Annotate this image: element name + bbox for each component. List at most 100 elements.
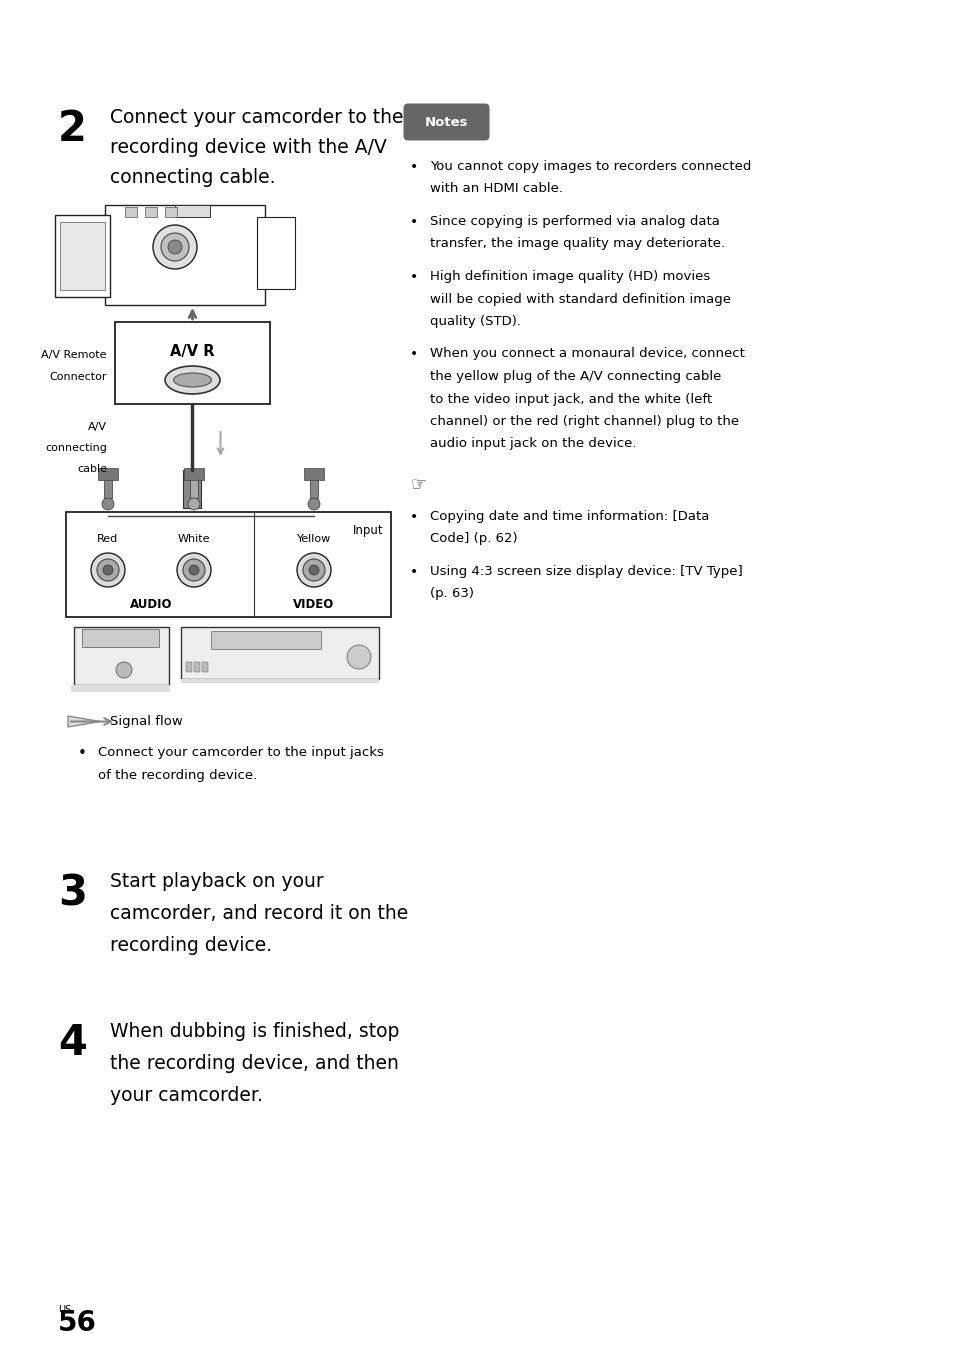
Text: audio input jack on the device.: audio input jack on the device.	[430, 437, 636, 451]
Bar	[125, 208, 137, 217]
Text: When dubbing is finished, stop: When dubbing is finished, stop	[110, 1022, 399, 1041]
Bar	[190, 470, 198, 498]
Bar	[115, 322, 270, 404]
Bar	[211, 631, 320, 649]
Bar	[98, 468, 118, 480]
Text: connecting cable.: connecting cable.	[110, 168, 275, 187]
Text: Notes: Notes	[424, 115, 468, 129]
Text: Input: Input	[352, 524, 382, 537]
Text: •: •	[410, 510, 417, 524]
Text: Copying date and time information: [Data: Copying date and time information: [Data	[430, 510, 709, 522]
Text: •: •	[410, 214, 417, 229]
Circle shape	[168, 240, 182, 254]
Text: Signal flow: Signal flow	[110, 715, 183, 727]
Text: recording device.: recording device.	[110, 936, 272, 955]
Ellipse shape	[165, 366, 220, 394]
Circle shape	[296, 554, 331, 588]
Text: cable: cable	[77, 464, 107, 474]
Bar	[66, 512, 391, 617]
Text: recording device with the A/V: recording device with the A/V	[110, 138, 387, 157]
Text: 2: 2	[58, 109, 87, 151]
Text: High definition image quality (HD) movies: High definition image quality (HD) movie…	[430, 270, 709, 284]
FancyBboxPatch shape	[403, 103, 489, 141]
Text: will be copied with standard definition image: will be copied with standard definition …	[430, 293, 730, 305]
Ellipse shape	[173, 373, 212, 387]
Bar	[186, 662, 192, 672]
Text: connecting: connecting	[45, 442, 107, 453]
Text: of the recording device.: of the recording device.	[98, 769, 257, 783]
Text: 4: 4	[58, 1022, 87, 1064]
Text: 3: 3	[58, 873, 87, 915]
Circle shape	[309, 565, 318, 575]
Text: 56: 56	[58, 1310, 97, 1337]
Text: Using 4:3 screen size display device: [TV Type]: Using 4:3 screen size display device: [T…	[430, 565, 742, 578]
Text: Connect your camcorder to the input jacks: Connect your camcorder to the input jack…	[98, 746, 383, 759]
Text: White: White	[177, 535, 210, 544]
Text: You cannot copy images to recorders connected: You cannot copy images to recorders conn…	[430, 160, 751, 172]
Text: A/V: A/V	[88, 422, 107, 432]
Circle shape	[102, 498, 113, 510]
Text: •: •	[410, 565, 417, 579]
Text: with an HDMI cable.: with an HDMI cable.	[430, 182, 562, 195]
Text: VIDEO: VIDEO	[294, 598, 335, 611]
Text: camcorder, and record it on the: camcorder, and record it on the	[110, 904, 408, 923]
Circle shape	[189, 565, 199, 575]
Bar	[82, 630, 159, 647]
Bar	[60, 223, 105, 290]
Text: A/V Remote: A/V Remote	[42, 350, 107, 360]
Text: transfer, the image quality may deteriorate.: transfer, the image quality may deterior…	[430, 237, 724, 251]
Circle shape	[152, 225, 196, 269]
Circle shape	[177, 554, 211, 588]
Text: the recording device, and then: the recording device, and then	[110, 1054, 398, 1073]
Text: •: •	[410, 347, 417, 361]
Circle shape	[91, 554, 125, 588]
Bar	[181, 627, 378, 678]
Bar	[105, 205, 265, 305]
Bar	[181, 678, 378, 683]
Bar	[104, 470, 112, 498]
Text: Red: Red	[97, 535, 118, 544]
Text: AUDIO: AUDIO	[130, 598, 172, 611]
Text: •: •	[410, 270, 417, 284]
Text: US: US	[58, 1305, 71, 1315]
Text: the yellow plug of the A/V connecting cable: the yellow plug of the A/V connecting ca…	[430, 370, 720, 383]
Text: Yellow: Yellow	[296, 535, 331, 544]
Bar	[183, 470, 201, 508]
Text: When you connect a monaural device, connect: When you connect a monaural device, conn…	[430, 347, 744, 361]
Bar	[74, 627, 169, 685]
Bar	[174, 205, 210, 217]
Bar	[202, 662, 208, 672]
Text: A/V R: A/V R	[170, 345, 214, 360]
Text: •: •	[410, 160, 417, 174]
Bar	[193, 662, 200, 672]
Bar	[184, 468, 204, 480]
Text: quality (STD).: quality (STD).	[430, 315, 520, 328]
Text: Connect your camcorder to the: Connect your camcorder to the	[110, 109, 403, 128]
Circle shape	[188, 498, 200, 510]
Bar	[145, 208, 157, 217]
Polygon shape	[68, 716, 100, 727]
Text: ☞: ☞	[410, 475, 426, 493]
Text: channel) or the red (right channel) plug to the: channel) or the red (right channel) plug…	[430, 415, 739, 427]
Bar	[304, 468, 324, 480]
Circle shape	[303, 559, 325, 581]
Circle shape	[347, 645, 371, 669]
Bar	[256, 217, 294, 289]
Bar	[55, 214, 110, 297]
Text: your camcorder.: your camcorder.	[110, 1086, 263, 1105]
Bar	[165, 208, 177, 217]
Circle shape	[116, 662, 132, 678]
Bar	[71, 685, 170, 692]
Circle shape	[97, 559, 119, 581]
Text: (p. 63): (p. 63)	[430, 588, 474, 601]
Circle shape	[308, 498, 319, 510]
Text: Code] (p. 62): Code] (p. 62)	[430, 532, 517, 546]
Text: Connector: Connector	[50, 372, 107, 383]
Text: to the video input jack, and the white (left: to the video input jack, and the white (…	[430, 392, 711, 406]
Bar	[310, 470, 317, 498]
Text: •: •	[78, 746, 87, 761]
Text: Start playback on your: Start playback on your	[110, 873, 323, 892]
Text: Since copying is performed via analog data: Since copying is performed via analog da…	[430, 214, 720, 228]
Circle shape	[103, 565, 112, 575]
Circle shape	[161, 233, 189, 261]
